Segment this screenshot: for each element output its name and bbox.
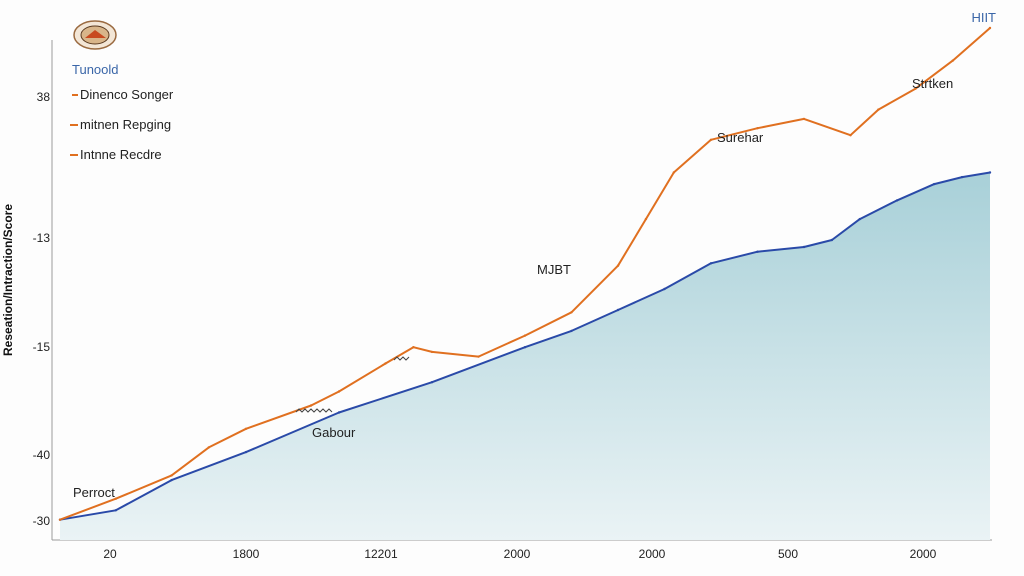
- data-point: [858, 217, 861, 221]
- data-point: [207, 446, 210, 449]
- data-point: [960, 175, 964, 179]
- data-point: [170, 474, 173, 477]
- y-tick-label: -15: [33, 340, 51, 354]
- data-point: [58, 518, 62, 521]
- data-point: [672, 171, 675, 174]
- x-tick-label: 12201: [364, 547, 398, 561]
- data-point: [523, 334, 527, 337]
- data-point: [430, 381, 434, 384]
- y-tick-label: -13: [33, 231, 51, 245]
- data-point: [384, 362, 387, 365]
- y-tick-labels: 38 -13 -15 -40 -30: [33, 90, 51, 528]
- series-points: [58, 26, 992, 521]
- data-point: [709, 138, 713, 141]
- data-point: [802, 245, 806, 249]
- y-tick-label: -40: [33, 448, 51, 462]
- data-point: [430, 350, 434, 354]
- data-point: [988, 26, 992, 30]
- data-point: [951, 59, 954, 62]
- blue-series-area: [60, 172, 990, 540]
- data-point: [849, 134, 852, 137]
- data-point: [244, 427, 248, 430]
- data-point: [114, 509, 118, 512]
- annotation-label: Perroct: [73, 485, 115, 500]
- legend-item: Dinenco Songer: [72, 87, 174, 102]
- data-point: [830, 238, 834, 242]
- data-point: [244, 450, 248, 454]
- data-point: [802, 117, 806, 121]
- data-point: [616, 308, 620, 312]
- data-point: [412, 346, 415, 349]
- scribble-marks: [295, 356, 410, 413]
- annotation-label: Surehar: [717, 130, 764, 145]
- data-point: [709, 262, 713, 265]
- legend-label: Intnne Recdre: [80, 147, 162, 162]
- data-point: [895, 199, 899, 202]
- annotation-label: Strtken: [912, 76, 953, 91]
- orange-series-line: [59, 27, 991, 521]
- data-point: [644, 217, 648, 221]
- chart-title: Tunoold: [72, 62, 119, 77]
- annotation-label: Gabour: [312, 425, 356, 440]
- x-tick-label: 2000: [910, 547, 937, 561]
- legend-item: Intnne Recdre: [70, 147, 162, 162]
- legend-label: mitnen Repging: [80, 117, 171, 132]
- data-point: [570, 311, 573, 314]
- x-tick-label: 2000: [639, 547, 666, 561]
- data-point: [570, 329, 573, 333]
- data-point: [663, 287, 666, 291]
- logo-badge: [73, 20, 117, 50]
- data-point: [877, 108, 880, 111]
- data-point: [988, 171, 992, 174]
- data-point: [756, 250, 759, 253]
- x-tick-label: 20: [103, 547, 117, 561]
- data-point: [337, 411, 341, 414]
- x-tick-label: 1800: [233, 547, 260, 561]
- legend-label: Dinenco Songer: [80, 87, 174, 102]
- data-point: [914, 87, 917, 90]
- data-point: [337, 390, 341, 393]
- data-point: [309, 404, 313, 407]
- legend: Dinenco Songer mitnen Repging Intnne Rec…: [70, 87, 174, 162]
- x-tick-label: 2000: [504, 547, 531, 561]
- data-point: [616, 264, 620, 267]
- data-point: [523, 346, 527, 349]
- data-point: [477, 355, 480, 358]
- x-tick-labels: 20 1800 12201 2000 2000 500 2000: [103, 547, 936, 561]
- data-point: [933, 182, 936, 186]
- y-tick-label: -30: [33, 514, 51, 528]
- data-point: [170, 478, 173, 482]
- y-tick-label: 38: [37, 90, 51, 104]
- legend-item: mitnen Repging: [70, 117, 171, 132]
- x-tick-label: 500: [778, 547, 798, 561]
- data-point: [114, 497, 118, 500]
- annotations: Surehar Strtken MJBT Gabour Perroct: [73, 76, 953, 500]
- annotation-label: MJBT: [537, 262, 571, 277]
- y-axis-label: Reseation/Intraction/Score: [1, 204, 15, 356]
- corner-label: HIIT: [971, 10, 996, 25]
- data-point: [756, 127, 759, 130]
